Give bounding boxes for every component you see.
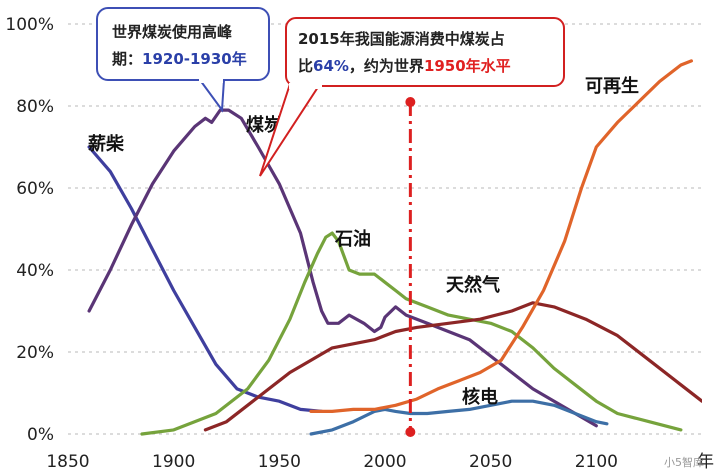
x-tick-label: 1950 bbox=[258, 452, 301, 472]
series-line-4 bbox=[309, 399, 609, 436]
reference-line-group bbox=[405, 97, 416, 437]
y-tick-label: 100% bbox=[5, 15, 54, 35]
series-line-5 bbox=[309, 59, 693, 413]
label-coal: 煤炭 bbox=[246, 114, 282, 136]
y-tick-label: 60% bbox=[16, 179, 54, 199]
y-tick-label: 80% bbox=[16, 97, 54, 117]
x-tick-label: 2000 bbox=[363, 452, 406, 472]
y-tick-label: 40% bbox=[16, 261, 54, 281]
label-gas: 天然气 bbox=[446, 274, 500, 296]
x-tick-label: 2100 bbox=[575, 452, 618, 472]
reference-line-top-marker bbox=[405, 97, 416, 107]
callout-coal-peak-line1: 世界煤炭使用高峰 bbox=[112, 23, 233, 41]
reference-line-bottom-marker bbox=[405, 427, 416, 437]
callout-china-coal-box bbox=[285, 17, 565, 87]
x-tick-label: 1900 bbox=[152, 452, 195, 472]
series-line-1 bbox=[87, 108, 598, 428]
y-axis-ticks: 0% 20% 40% 60% 80% 100% bbox=[5, 15, 54, 445]
callout-china-coal-line1: 2015年我国能源消费中煤炭占 bbox=[298, 30, 505, 48]
x-tick-label: 2050 bbox=[469, 452, 512, 472]
series-line-2 bbox=[140, 231, 683, 436]
series-line-3 bbox=[203, 301, 702, 432]
x-axis-unit: 年 bbox=[697, 452, 714, 472]
series-line-0 bbox=[87, 145, 324, 413]
label-nuclear: 核电 bbox=[462, 386, 498, 408]
x-axis-ticks: 1850 1900 1950 2000 2050 2100 年 bbox=[46, 452, 714, 472]
callout-coal-peak-line2: 期：1920-1930年 bbox=[112, 50, 247, 68]
callout-coal-peak-box bbox=[96, 7, 270, 81]
label-renewable: 可再生 bbox=[585, 75, 639, 97]
label-firewood: 薪柴 bbox=[88, 133, 125, 155]
callout-china-coal-line2: 比64%，约为世界1950年水平 bbox=[298, 57, 511, 75]
y-tick-label: 20% bbox=[16, 343, 54, 363]
label-oil: 石油 bbox=[334, 228, 371, 250]
y-tick-label: 0% bbox=[27, 425, 54, 445]
x-tick-label: 1850 bbox=[46, 452, 89, 472]
callout-coal-peak: 世界煤炭使用高峰 期：1920-1930年 bbox=[96, 7, 270, 113]
callout-china-coal: 2015年我国能源消费中煤炭占 比64%，约为世界1950年水平 bbox=[259, 17, 565, 177]
series-lines bbox=[87, 59, 702, 436]
watermark: 小5智库 bbox=[664, 455, 704, 469]
